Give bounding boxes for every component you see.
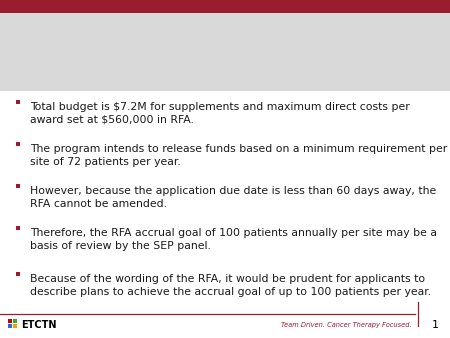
- Bar: [16, 184, 20, 188]
- Bar: [13, 324, 17, 328]
- Bar: [16, 100, 20, 104]
- Bar: [16, 226, 20, 230]
- Text: However, because the application due date is less than 60 days away, the
RFA can: However, because the application due dat…: [30, 186, 436, 209]
- Text: Because of the wording of the RFA, it would be prudent for applicants to
describ: Because of the wording of the RFA, it wo…: [30, 274, 431, 297]
- Text: Therefore, the RFA accrual goal of 100 patients annually per site may be a
basis: Therefore, the RFA accrual goal of 100 p…: [30, 228, 437, 251]
- Text: UM1 parent grant supplements: UM1 parent grant supplements: [12, 61, 271, 75]
- Text: ETCTN phase 2 accrual goal vs minimum requirement in: ETCTN phase 2 accrual goal vs minimum re…: [12, 31, 450, 47]
- Bar: [16, 142, 20, 146]
- Bar: [0, 13, 450, 91]
- Bar: [0, 0, 450, 13]
- Text: ETCTN: ETCTN: [21, 320, 57, 330]
- Text: Total budget is $7.2M for supplements and maximum direct costs per
award set at : Total budget is $7.2M for supplements an…: [30, 102, 410, 125]
- Text: Team Driven. Cancer Therapy Focused.: Team Driven. Cancer Therapy Focused.: [281, 322, 412, 328]
- Bar: [8, 319, 12, 323]
- Text: The program intends to release funds based on a minimum requirement per
site of : The program intends to release funds bas…: [30, 144, 447, 167]
- Text: 1: 1: [432, 320, 438, 330]
- Bar: [8, 324, 12, 328]
- Bar: [13, 319, 17, 323]
- Bar: [16, 272, 20, 276]
